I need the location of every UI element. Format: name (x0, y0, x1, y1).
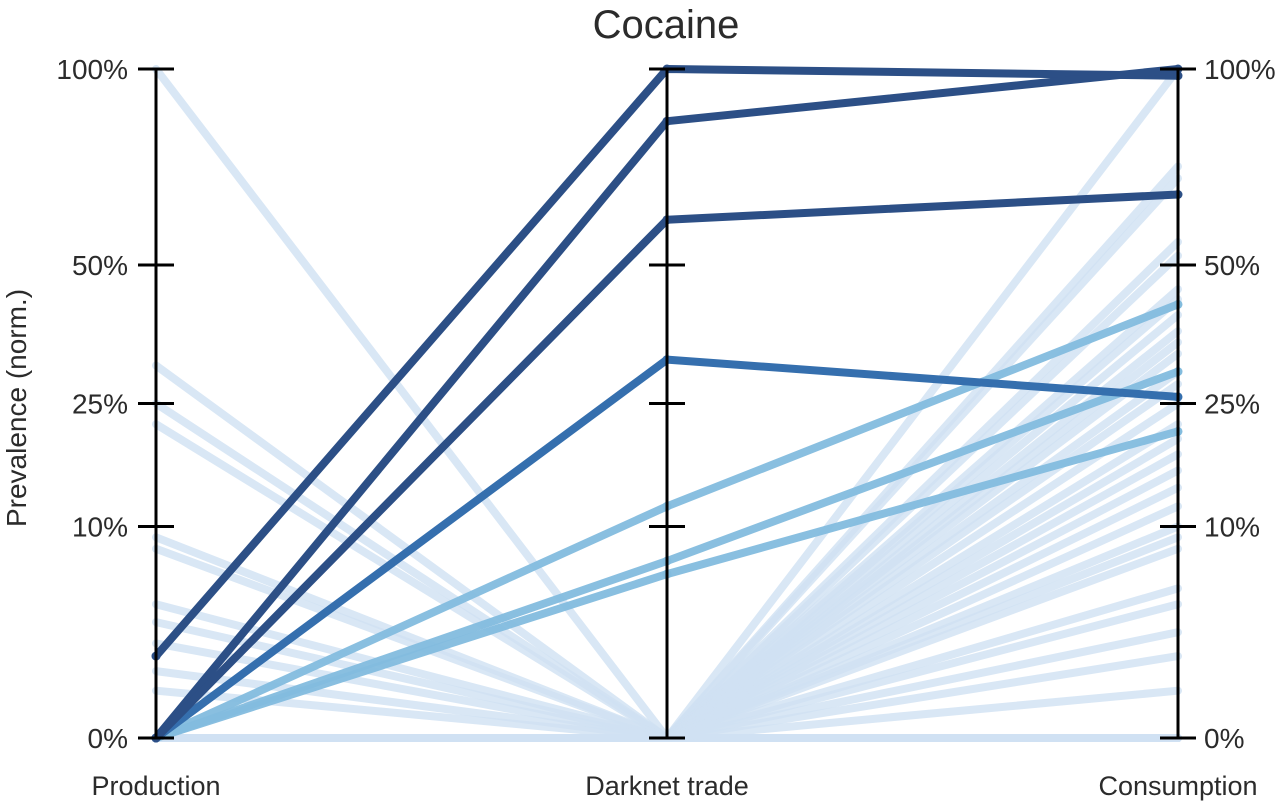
y-tick-label-right: 10% (1204, 511, 1260, 542)
y-tick-label-left: 100% (56, 54, 128, 85)
y-tick-label-left: 50% (72, 250, 128, 281)
y-tick-label-right: 0% (1204, 723, 1244, 754)
axis-name-label: Production (91, 771, 220, 801)
axis-name-label: Consumption (1098, 771, 1257, 801)
chart-title: Cocaine (593, 3, 740, 47)
y-tick-label-right: 100% (1204, 54, 1276, 85)
y-tick-label-right: 25% (1204, 389, 1260, 420)
y-tick-label-left: 10% (72, 511, 128, 542)
y-tick-label-left: 25% (72, 389, 128, 420)
axis-name-label: Darknet trade (585, 771, 749, 801)
y-tick-label-right: 50% (1204, 250, 1260, 281)
y-axis-label: Prevalence (norm.) (1, 289, 32, 527)
axes-group: Production Darknet trade Consumption 0% 0% 10… (56, 54, 1275, 801)
y-tick-label-left: 0% (88, 723, 128, 754)
